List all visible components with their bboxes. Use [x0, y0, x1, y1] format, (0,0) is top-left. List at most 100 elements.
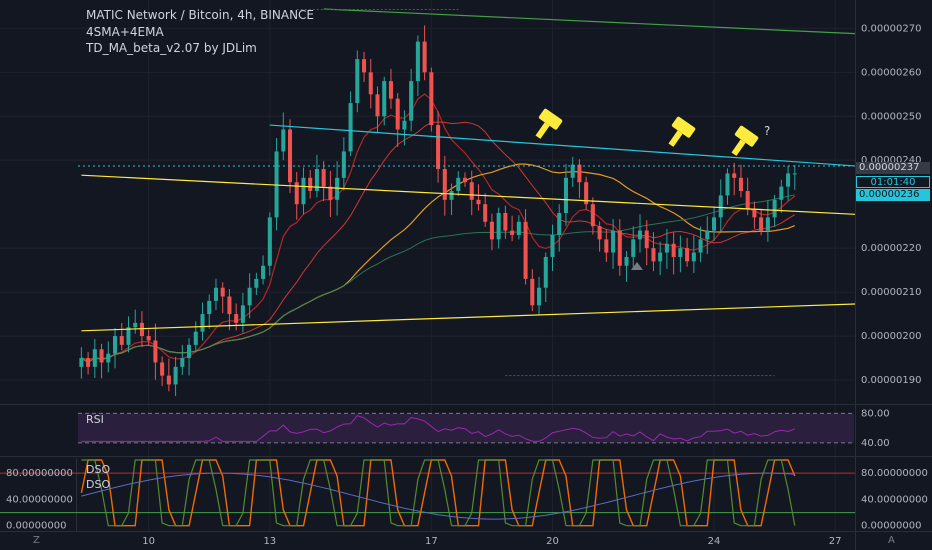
candle-body — [604, 239, 609, 253]
candle-body — [523, 221, 528, 279]
candle-body — [382, 81, 387, 117]
candle-body — [92, 349, 97, 367]
candle-body — [476, 199, 481, 205]
candle-body — [698, 239, 703, 253]
trendline-green-top — [323, 8, 856, 35]
dso-pane-label-1: DSO — [86, 463, 111, 476]
candle-body — [745, 191, 750, 209]
candle-body — [335, 177, 340, 200]
candle-body — [624, 256, 629, 266]
corner-right-icon[interactable]: A — [888, 535, 895, 546]
candle-body — [79, 358, 84, 367]
candle-body — [496, 212, 501, 240]
candle-body — [173, 366, 178, 385]
candle-body — [543, 256, 548, 288]
candle-body — [550, 234, 555, 257]
candle-body — [644, 230, 649, 249]
candle-body — [402, 120, 407, 130]
candle-body — [193, 331, 198, 345]
trendline-yellow-mid — [81, 174, 856, 215]
indicator-label-sma-ema: 4SMA+4EMA — [86, 25, 164, 39]
candle-body — [503, 212, 508, 231]
candle-body — [240, 305, 245, 323]
candle-body — [314, 169, 319, 192]
candle-body — [247, 287, 252, 306]
candle-body — [678, 248, 683, 257]
candle-body — [294, 182, 299, 205]
candle-body — [368, 72, 373, 95]
dso-lines — [0, 459, 855, 527]
candle-body — [530, 278, 535, 306]
candle-body — [261, 265, 266, 279]
candle-body — [637, 230, 643, 240]
y-tick-label: 0.00000270 — [861, 23, 921, 34]
candle-body — [301, 177, 306, 205]
candle-body — [590, 204, 595, 227]
candle-body — [348, 103, 353, 152]
x-tick-label: 10 — [142, 536, 155, 547]
triangle-marker-icon — [631, 262, 643, 270]
candle-body — [557, 212, 562, 235]
candle-body — [395, 98, 400, 130]
candle-body — [112, 336, 118, 354]
candle-body — [308, 177, 313, 192]
candle-body — [207, 300, 212, 315]
candle-body — [388, 81, 393, 99]
trendlines — [78, 8, 856, 377]
candle-body — [718, 195, 723, 218]
y-tick-label: 0.00000190 — [861, 375, 921, 386]
candle-body — [631, 239, 636, 257]
candle-body — [180, 358, 185, 367]
candle-body — [462, 177, 468, 183]
dso-tick-label-right: 40.00000000 — [861, 494, 928, 505]
rsi-tick-label: 80.00 — [861, 408, 890, 419]
candle-body — [429, 72, 434, 126]
hammer-markers — [535, 108, 759, 270]
candle-body — [664, 243, 669, 253]
dso-series-slow — [81, 459, 796, 527]
candles — [79, 25, 797, 397]
candle-body — [362, 59, 367, 73]
candle-body — [456, 177, 461, 192]
y-tick-label: 0.00000260 — [861, 67, 921, 78]
candle-body — [281, 129, 286, 152]
gavel-icon — [535, 108, 563, 139]
candle-body — [254, 278, 259, 288]
rsi-band — [78, 412, 855, 444]
rsi-band-fill — [78, 413, 854, 443]
y-tick-label: 0.00000220 — [861, 243, 921, 254]
x-tick-label: 20 — [546, 536, 559, 547]
candle-body — [712, 217, 717, 231]
candle-body — [187, 344, 192, 359]
candle-body — [469, 182, 474, 200]
candle-body — [442, 169, 447, 200]
candle-body — [119, 336, 124, 345]
gavel-icon — [668, 116, 696, 147]
y-tick-label: 0.00000200 — [861, 331, 921, 342]
moving-average-line — [81, 194, 795, 363]
candle-body — [287, 129, 293, 183]
countdown-tag: 01:01:40 — [856, 176, 930, 188]
rsi-series — [81, 415, 795, 442]
x-tick-label: 17 — [425, 536, 438, 547]
candle-body — [139, 322, 144, 337]
dso-series-signal — [81, 472, 795, 520]
candle-body — [671, 243, 676, 257]
candle-body — [86, 358, 91, 367]
candle-body — [328, 186, 333, 200]
axis-labels: 0.00000270 0.00000260 0.00000250 0.00000240… — [6, 23, 928, 547]
candle-body — [146, 336, 151, 341]
indicator-label-td-ma: TD_MA_beta_v2.07 by JDLim — [86, 41, 257, 55]
gavel-icon — [731, 125, 759, 156]
dso-pane-label-2: DSO — [86, 478, 111, 491]
dso-tick-label-right: 0.00000000 — [861, 521, 921, 532]
y-tick-label: 0.00000250 — [861, 111, 921, 122]
x-tick-label: 13 — [263, 536, 276, 547]
candle-body — [415, 41, 420, 82]
y-tick-label: 0.00000210 — [861, 287, 921, 298]
candle-body — [106, 353, 111, 363]
last-price-tag: 0.00000237 — [856, 162, 930, 174]
dso-tick-label-left: 0.00000000 — [6, 521, 66, 532]
corner-left-icon[interactable]: Z — [33, 535, 40, 546]
